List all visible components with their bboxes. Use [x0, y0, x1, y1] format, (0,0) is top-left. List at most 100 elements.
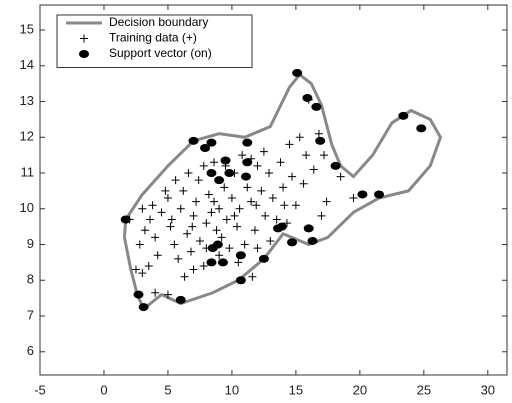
training-point — [322, 197, 331, 206]
training-point — [233, 222, 242, 231]
x-tick-label: 0 — [100, 382, 107, 397]
training-point — [336, 172, 345, 181]
training-point — [176, 204, 185, 213]
training-point — [167, 215, 176, 224]
support-vector — [206, 169, 217, 178]
training-point — [202, 219, 211, 228]
training-point — [144, 261, 153, 270]
support-vector — [120, 215, 131, 224]
support-vector — [220, 156, 231, 165]
training-point — [247, 197, 256, 206]
legend-marker — [80, 34, 88, 43]
training-point — [288, 172, 297, 181]
training-point — [157, 208, 166, 217]
y-tick-label: 9 — [27, 236, 34, 251]
x-tick-label: 20 — [353, 382, 367, 397]
training-point — [189, 265, 198, 274]
support-vector — [292, 68, 303, 77]
training-point — [210, 158, 219, 167]
legend-label: Training data (+) — [109, 31, 197, 45]
legend: Decision boundary Training data (+)Suppor… — [56, 14, 253, 68]
training-point — [138, 204, 147, 213]
support-vector — [214, 176, 225, 185]
training-point — [210, 197, 219, 206]
training-point — [266, 236, 275, 245]
training-point — [268, 194, 277, 203]
support-vector — [330, 161, 341, 170]
x-tick-label: 10 — [225, 382, 239, 397]
training-point — [243, 183, 252, 192]
training-point — [171, 176, 180, 185]
training-point — [282, 219, 291, 228]
training-point — [257, 186, 266, 195]
legend-label: Decision boundary — [109, 15, 208, 29]
training-point — [192, 197, 201, 206]
training-point — [309, 165, 318, 174]
support-vector — [175, 295, 186, 304]
training-point — [186, 247, 195, 256]
training-point — [230, 211, 239, 220]
support-vector — [133, 290, 144, 299]
training-point — [179, 186, 188, 195]
training-point — [215, 204, 224, 213]
training-point — [189, 211, 198, 220]
support-vector — [188, 136, 199, 145]
training-point — [253, 161, 262, 170]
support-vector — [416, 124, 427, 133]
y-tick-label: 10 — [20, 200, 34, 215]
support-vector — [235, 276, 246, 285]
training-point — [238, 151, 247, 160]
y-tick-label: 8 — [27, 272, 34, 287]
y-tick-label: 6 — [27, 343, 34, 358]
training-point — [259, 147, 268, 156]
training-point — [222, 215, 231, 224]
training-point — [184, 169, 193, 178]
training-point — [250, 226, 259, 235]
training-point — [320, 151, 329, 160]
y-tick-label: 13 — [20, 93, 34, 108]
y-tick-label: 12 — [20, 129, 34, 144]
training-point — [291, 201, 300, 210]
training-point — [194, 176, 203, 185]
plot-frame — [39, 4, 508, 376]
training-point — [252, 201, 261, 210]
training-point — [199, 261, 208, 270]
training-point — [146, 215, 155, 224]
training-point — [285, 140, 294, 149]
decision-boundary — [122, 72, 443, 312]
support-vector — [311, 102, 322, 111]
training-point — [163, 290, 172, 299]
x-tick-label: -5 — [34, 382, 46, 397]
training-point — [265, 169, 274, 178]
training-point — [161, 186, 170, 195]
training-point — [183, 229, 192, 238]
training-point — [138, 269, 147, 278]
y-tick-label: 14 — [20, 57, 34, 72]
training-point — [140, 226, 149, 235]
x-tick-label: 25 — [417, 382, 431, 397]
training-point — [295, 133, 304, 142]
training-point — [349, 194, 358, 203]
support-vector — [307, 236, 318, 245]
training-point — [180, 272, 189, 281]
training-point — [248, 272, 257, 281]
training-point — [235, 204, 244, 213]
y-tick-label: 7 — [27, 307, 34, 322]
training-point — [151, 233, 160, 242]
support-vector — [374, 190, 385, 199]
support-vector — [357, 190, 368, 199]
training-point — [225, 244, 234, 253]
training-point — [207, 208, 216, 217]
support-vector — [206, 258, 217, 267]
training-point — [220, 183, 229, 192]
support-vector — [217, 258, 228, 267]
x-tick-label: 30 — [481, 382, 495, 397]
training-point — [240, 240, 249, 249]
training-point — [195, 236, 204, 245]
support-vector — [303, 224, 314, 233]
training-point — [151, 288, 160, 297]
support-vector — [235, 251, 246, 260]
y-tick-label: 15 — [20, 21, 34, 36]
support-vector — [200, 143, 211, 152]
